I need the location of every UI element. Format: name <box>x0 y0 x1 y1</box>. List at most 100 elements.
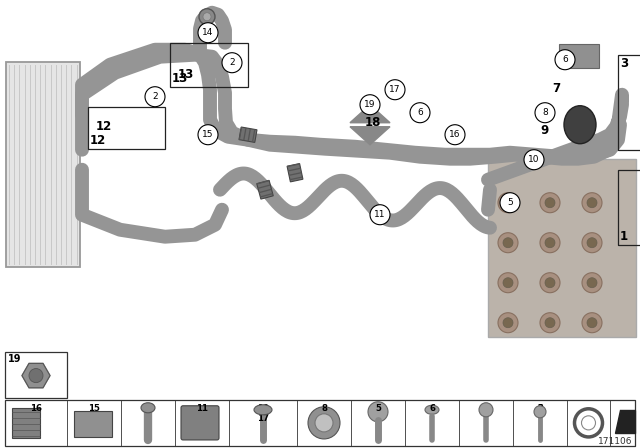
Circle shape <box>498 273 518 293</box>
Text: 13: 13 <box>178 68 195 81</box>
Text: 13: 13 <box>172 72 188 85</box>
Circle shape <box>545 318 555 328</box>
Bar <box>289 172 301 176</box>
Circle shape <box>535 103 555 123</box>
Text: 18: 18 <box>365 116 381 129</box>
Text: 7: 7 <box>552 82 560 95</box>
Circle shape <box>445 125 465 145</box>
Bar <box>258 185 271 189</box>
Text: 1: 1 <box>620 230 628 243</box>
Circle shape <box>203 13 211 21</box>
Circle shape <box>587 198 597 208</box>
Circle shape <box>540 273 560 293</box>
Circle shape <box>370 205 390 225</box>
Text: 2: 2 <box>537 404 543 413</box>
Circle shape <box>368 402 388 422</box>
Text: 15: 15 <box>202 130 214 139</box>
Bar <box>257 180 269 185</box>
Bar <box>259 189 271 193</box>
Circle shape <box>498 313 518 333</box>
Circle shape <box>540 233 560 253</box>
Text: 12: 12 <box>90 134 106 147</box>
Bar <box>287 164 303 182</box>
Bar <box>88 107 165 149</box>
Text: 14: 14 <box>202 28 214 37</box>
Text: 17: 17 <box>389 85 401 94</box>
Circle shape <box>145 87 165 107</box>
Text: 8: 8 <box>542 108 548 117</box>
Bar <box>5 353 67 398</box>
Circle shape <box>582 416 595 430</box>
Bar <box>257 181 273 199</box>
Text: 14: 14 <box>142 404 154 413</box>
Bar <box>252 129 255 142</box>
Circle shape <box>198 125 218 145</box>
Circle shape <box>540 313 560 333</box>
FancyBboxPatch shape <box>6 62 80 267</box>
Ellipse shape <box>141 403 155 413</box>
Bar <box>288 168 301 172</box>
Text: 11: 11 <box>374 210 386 219</box>
Ellipse shape <box>425 405 439 414</box>
Bar <box>239 127 257 142</box>
FancyBboxPatch shape <box>181 406 219 440</box>
Circle shape <box>555 50 575 70</box>
Text: 4: 4 <box>483 404 489 413</box>
Bar <box>287 163 300 167</box>
Bar <box>618 55 640 150</box>
Text: 2: 2 <box>229 58 235 67</box>
Circle shape <box>410 103 430 123</box>
Circle shape <box>524 150 544 170</box>
Text: 171106: 171106 <box>598 437 632 446</box>
Circle shape <box>503 318 513 328</box>
Circle shape <box>582 193 602 213</box>
Circle shape <box>498 193 518 213</box>
Text: 6: 6 <box>562 55 568 64</box>
Text: 16: 16 <box>30 404 42 413</box>
Text: 5: 5 <box>375 404 381 413</box>
Circle shape <box>29 369 43 383</box>
Text: 16: 16 <box>449 130 461 139</box>
Circle shape <box>582 313 602 333</box>
Bar <box>248 129 251 142</box>
Circle shape <box>198 23 218 43</box>
Circle shape <box>500 193 520 213</box>
Circle shape <box>360 95 380 115</box>
Text: 15: 15 <box>88 404 100 413</box>
Circle shape <box>503 238 513 248</box>
Circle shape <box>575 409 602 437</box>
Text: 10
17: 10 17 <box>257 404 269 423</box>
Circle shape <box>587 278 597 288</box>
Text: 6: 6 <box>429 404 435 413</box>
Circle shape <box>308 407 340 439</box>
Text: 19: 19 <box>8 354 22 365</box>
Bar <box>260 193 273 198</box>
Bar <box>243 128 246 141</box>
Text: 2: 2 <box>537 404 543 413</box>
Bar <box>12 408 40 438</box>
Polygon shape <box>350 127 390 145</box>
Circle shape <box>545 238 555 248</box>
Text: 2: 2 <box>152 92 158 101</box>
Polygon shape <box>22 363 50 388</box>
Text: 11: 11 <box>196 404 208 413</box>
Circle shape <box>545 278 555 288</box>
FancyBboxPatch shape <box>488 159 636 337</box>
Bar <box>5 400 635 446</box>
Circle shape <box>315 414 333 432</box>
Text: 12: 12 <box>96 120 112 133</box>
Circle shape <box>587 318 597 328</box>
Circle shape <box>582 273 602 293</box>
Circle shape <box>545 198 555 208</box>
Bar <box>290 177 303 180</box>
FancyBboxPatch shape <box>559 44 599 68</box>
Text: 3: 3 <box>620 57 628 70</box>
Polygon shape <box>615 410 635 433</box>
Text: 9: 9 <box>540 124 548 137</box>
Circle shape <box>222 53 242 73</box>
Text: 19: 19 <box>364 100 376 109</box>
Bar <box>618 170 640 245</box>
Circle shape <box>503 198 513 208</box>
Bar <box>239 127 242 140</box>
Text: 8: 8 <box>321 404 327 413</box>
